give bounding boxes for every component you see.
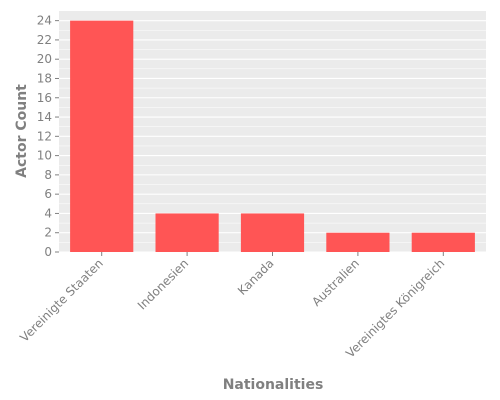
y-tick-label: 12	[37, 129, 52, 143]
x-axis-label: Nationalities	[223, 377, 324, 393]
x-tick-label: Kanada	[235, 256, 277, 298]
bar	[326, 232, 390, 252]
y-tick-label: 6	[44, 187, 52, 201]
y-axis-label: Actor Count	[14, 84, 30, 178]
y-tick-label: 22	[37, 33, 52, 47]
bar	[155, 213, 219, 252]
bar	[411, 232, 475, 252]
x-tick-label: Indonesien	[135, 256, 191, 312]
x-tick-label: Vereinigte Staaten	[17, 256, 106, 345]
x-tick-label: Australien	[309, 256, 362, 309]
y-tick-label: 24	[37, 14, 52, 28]
y-tick-label: 4	[44, 206, 52, 220]
y-tick-label: 0	[44, 245, 52, 259]
y-tick-label: 10	[37, 149, 52, 163]
y-tick-label: 2	[44, 226, 52, 240]
y-tick-label: 8	[44, 168, 52, 182]
y-tick-label: 16	[37, 91, 52, 105]
y-tick-label: 20	[37, 52, 52, 66]
x-axis-ticks: Vereinigte Staaten Indonesien Kanada Austra…	[17, 252, 447, 361]
bar	[70, 20, 134, 252]
x-tick-label: Vereinigtes Königreich	[343, 256, 447, 360]
y-tick-label: 14	[37, 110, 52, 124]
y-tick-label: 18	[37, 71, 52, 85]
bars	[70, 20, 475, 252]
bar	[240, 213, 305, 252]
